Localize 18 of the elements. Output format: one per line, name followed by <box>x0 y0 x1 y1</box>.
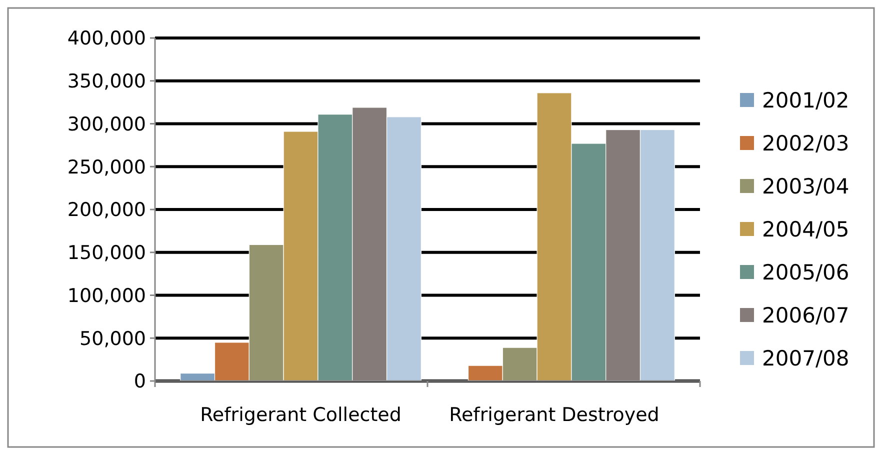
y-tick-label: 100,000 <box>67 284 146 307</box>
y-tick-label: 150,000 <box>67 242 146 264</box>
y-tick-label: 300,000 <box>67 113 146 136</box>
y-tick-label: 250,000 <box>67 156 146 178</box>
y-tick-label: 200,000 <box>67 199 146 222</box>
legend-label: 2004/05 <box>762 217 850 242</box>
legend-label: 2002/03 <box>762 131 850 156</box>
legend-label: 2007/08 <box>762 346 850 370</box>
legend-label: 2001/02 <box>762 88 850 112</box>
y-tick-label: 0 <box>134 370 146 393</box>
legend-label: 2006/07 <box>762 303 850 328</box>
x-tick-label: Refrigerant Collected <box>200 404 402 426</box>
y-tick-label: 350,000 <box>67 70 146 93</box>
x-tick-label: Refrigerant Destroyed <box>449 404 660 426</box>
legend-label: 2005/06 <box>762 260 850 284</box>
legend-label: 2003/04 <box>762 174 850 198</box>
y-tick-label: 50,000 <box>80 328 146 350</box>
y-tick-label: 400,000 <box>67 28 146 50</box>
